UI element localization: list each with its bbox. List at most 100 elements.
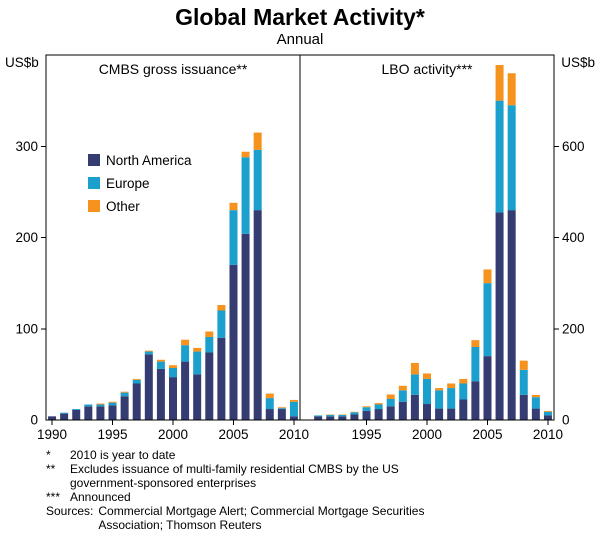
bar-segment xyxy=(48,416,57,420)
y-axis-unit-left: US$b xyxy=(5,55,39,70)
bar-segment xyxy=(519,394,528,420)
sources-text: Commercial Mortgage Alert; Commercial Mo… xyxy=(98,504,425,532)
bar-segment xyxy=(386,394,395,400)
bar-segment xyxy=(289,416,298,420)
bar-segment xyxy=(169,367,177,378)
bar-segment xyxy=(350,412,359,415)
panel-label: CMBS gross issuance** xyxy=(99,61,248,77)
bar-segment xyxy=(241,157,250,234)
page-title: Global Market Activity* xyxy=(175,4,425,30)
bar-segment xyxy=(423,378,431,405)
sources-label: Sources: xyxy=(46,504,94,518)
bar-segment xyxy=(374,409,383,420)
bar-segment xyxy=(362,410,371,421)
bar-segment xyxy=(435,390,444,409)
bar-segment xyxy=(459,378,468,384)
footnote-3: *** Announced xyxy=(46,490,576,504)
bar-segment xyxy=(96,403,105,405)
bar-segment xyxy=(531,408,540,420)
bar-segment xyxy=(156,368,165,420)
x-tick-label: 2010 xyxy=(279,427,309,442)
bar-segment xyxy=(410,394,419,420)
bar-segment xyxy=(519,369,528,395)
bar-segment xyxy=(72,409,81,410)
y-tick-label: 400 xyxy=(562,230,585,245)
bar-segment xyxy=(447,408,456,420)
x-tick-label: 2005 xyxy=(218,427,248,442)
bar-segment xyxy=(543,411,552,416)
bar-segment xyxy=(398,401,407,420)
bar-segment xyxy=(181,339,190,346)
footnote-text: Excludes issuance of multi-family reside… xyxy=(70,462,399,490)
bar-segment xyxy=(253,132,262,150)
bar-segment xyxy=(277,408,286,410)
bar-segment xyxy=(543,415,552,420)
bar-segment xyxy=(531,394,540,398)
bar-segment xyxy=(410,374,419,395)
bar-segment xyxy=(169,365,177,368)
y-tick-label: 100 xyxy=(15,321,38,336)
bar-segment xyxy=(60,413,69,420)
bar-segment xyxy=(156,359,165,362)
bar-segment xyxy=(362,407,371,411)
bar-segment xyxy=(120,396,129,420)
legend-label: North America xyxy=(106,153,192,168)
bar-segment xyxy=(531,397,540,409)
legend-swatch xyxy=(88,200,100,212)
footnote-text: 2010 is year to date xyxy=(70,448,176,462)
bar-segment xyxy=(229,202,238,211)
bar-segment xyxy=(156,361,165,369)
bar-segment xyxy=(423,373,431,379)
x-tick-label: 2000 xyxy=(158,427,188,442)
bar-segment xyxy=(386,399,395,407)
x-tick-label: 1995 xyxy=(98,427,128,442)
bar-segment xyxy=(181,361,190,420)
bar-segment xyxy=(507,210,516,420)
bar-segment xyxy=(362,406,371,408)
bar-segment xyxy=(253,210,262,420)
bar-segment xyxy=(265,398,274,410)
y-tick-label: 200 xyxy=(15,230,38,245)
x-tick-label: 1990 xyxy=(37,427,67,442)
bar-segment xyxy=(483,283,492,357)
bar-segment xyxy=(423,404,431,420)
bar-segment xyxy=(314,416,323,420)
bar-segment xyxy=(132,378,141,380)
x-tick-label: 2005 xyxy=(472,427,502,442)
bar-segment xyxy=(144,354,153,420)
x-tick-label: 2000 xyxy=(412,427,442,442)
bar-segment xyxy=(108,401,117,403)
chart-canvas: CMBS gross issuance** 1990 1995 2000 2005 201… xyxy=(5,54,595,442)
bar-segment xyxy=(96,406,105,420)
bar-segment xyxy=(108,402,117,406)
bar-segment xyxy=(144,350,153,352)
bar-segment xyxy=(459,399,468,420)
legend-label: Europe xyxy=(106,176,150,191)
bar-segment xyxy=(205,336,214,353)
footnote-2: ** Excludes issuance of multi-family res… xyxy=(46,462,576,490)
bar-segment xyxy=(96,404,105,407)
bar-segment xyxy=(132,379,141,384)
bar-segment xyxy=(471,340,480,347)
bar-segment xyxy=(471,381,480,420)
bar-segment xyxy=(120,391,129,393)
y-tick-label: 200 xyxy=(562,321,585,336)
y-axis-unit-right: US$b xyxy=(561,55,595,70)
bar-segment xyxy=(495,65,504,101)
bar-segment xyxy=(60,412,69,414)
footnote-marker: ** xyxy=(46,462,56,476)
bar-segment xyxy=(229,210,238,265)
bar-segment xyxy=(72,409,81,420)
bar-segment xyxy=(326,414,335,417)
bar-segment xyxy=(471,347,480,382)
bar-segment xyxy=(338,414,347,417)
bar-segment xyxy=(205,331,214,337)
bar-segment xyxy=(314,415,323,417)
bar-segment xyxy=(193,351,202,375)
bar-segment xyxy=(169,377,177,420)
bar-segment xyxy=(483,269,492,284)
bar-segment xyxy=(398,390,407,402)
bar-segment xyxy=(193,347,202,352)
bar-segment xyxy=(193,374,202,421)
bar-segment xyxy=(507,105,516,211)
